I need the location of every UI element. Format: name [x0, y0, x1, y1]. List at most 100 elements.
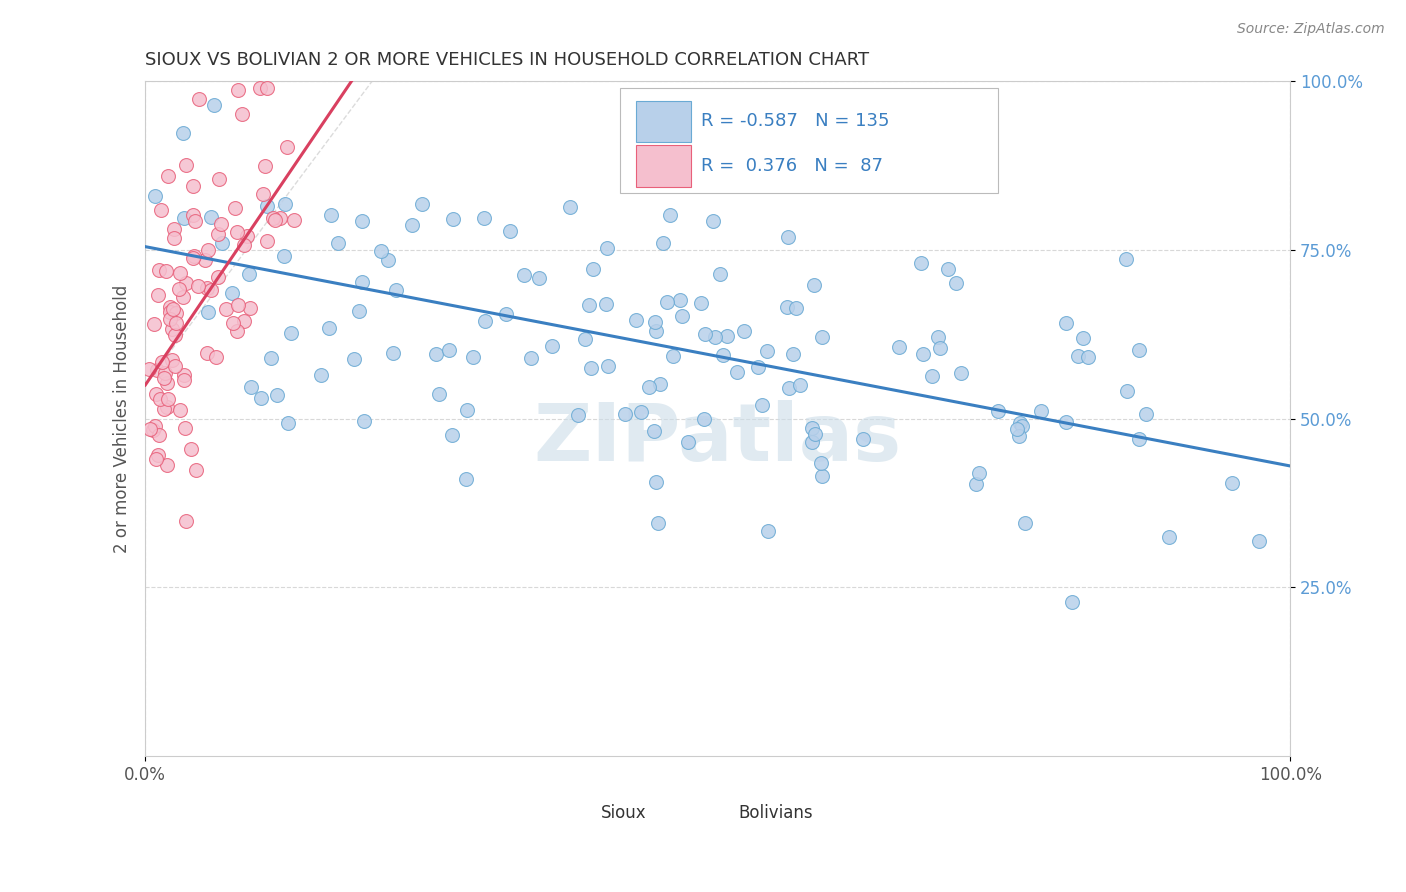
Point — [208, 172, 231, 186]
Point — [266, 387, 288, 401]
Point — [184, 462, 207, 476]
Point — [238, 267, 260, 281]
Point — [228, 298, 250, 312]
Point — [785, 301, 807, 315]
Point — [709, 268, 731, 282]
Point — [209, 217, 232, 231]
FancyBboxPatch shape — [703, 798, 735, 829]
Point — [949, 366, 972, 380]
FancyBboxPatch shape — [637, 145, 692, 186]
Point — [967, 466, 990, 480]
Point — [567, 409, 589, 423]
Point — [370, 244, 392, 258]
Point — [662, 349, 685, 363]
Point — [173, 368, 195, 382]
Point — [647, 516, 669, 531]
Point — [1222, 476, 1244, 491]
Point — [155, 264, 177, 278]
Point — [1011, 419, 1033, 434]
Point — [352, 213, 374, 227]
Point — [678, 435, 700, 450]
Point — [200, 283, 222, 297]
Point — [456, 403, 478, 417]
Point — [582, 262, 605, 277]
Point — [945, 276, 967, 290]
Point — [1054, 415, 1077, 429]
Point — [1008, 416, 1031, 430]
Point — [1007, 429, 1029, 443]
Point — [156, 400, 179, 414]
Point — [693, 411, 716, 425]
Text: R =  0.376   N =  87: R = 0.376 N = 87 — [700, 157, 883, 175]
Point — [174, 158, 197, 172]
Point — [160, 322, 183, 336]
Point — [595, 297, 617, 311]
Point — [283, 212, 305, 227]
Point — [138, 361, 160, 376]
Point — [169, 266, 191, 280]
Point — [256, 234, 278, 248]
Point — [226, 225, 249, 239]
Point — [671, 310, 693, 324]
FancyBboxPatch shape — [620, 88, 998, 193]
Point — [260, 351, 283, 365]
Point — [352, 275, 374, 289]
Point — [803, 278, 825, 293]
Point — [689, 295, 711, 310]
Point — [276, 140, 298, 154]
Point — [183, 249, 205, 263]
Point — [1031, 404, 1053, 418]
Point — [204, 350, 226, 364]
Point — [810, 456, 832, 470]
Point — [163, 359, 186, 373]
Point — [910, 256, 932, 270]
Point — [145, 452, 167, 467]
Point — [810, 469, 832, 483]
Text: SIOUX VS BOLIVIAN 2 OR MORE VEHICLES IN HOUSEHOLD CORRELATION CHART: SIOUX VS BOLIVIAN 2 OR MORE VEHICLES IN … — [145, 51, 869, 69]
Point — [596, 241, 619, 255]
Point — [1135, 407, 1157, 421]
Point — [643, 424, 665, 438]
Point — [256, 81, 278, 95]
Point — [162, 302, 184, 317]
Point — [702, 213, 724, 227]
Point — [159, 312, 181, 326]
FancyBboxPatch shape — [565, 798, 598, 829]
Point — [181, 208, 204, 222]
Point — [385, 283, 408, 297]
Point — [195, 345, 218, 359]
Point — [1077, 350, 1099, 364]
Point — [427, 387, 450, 401]
Point — [148, 262, 170, 277]
Point — [202, 98, 225, 112]
Point — [240, 380, 263, 394]
Point — [644, 315, 666, 329]
Point — [156, 169, 179, 183]
Point — [1005, 422, 1028, 436]
Point — [163, 231, 186, 245]
Point — [638, 379, 661, 393]
Point — [659, 208, 682, 222]
Point — [437, 343, 460, 357]
Point — [1128, 432, 1150, 446]
Point — [225, 324, 247, 338]
Point — [613, 407, 636, 421]
Point — [495, 307, 517, 321]
Text: Bolivians: Bolivians — [738, 805, 813, 822]
Point — [232, 314, 254, 328]
Point — [149, 202, 172, 217]
Point — [579, 360, 602, 375]
Point — [645, 475, 668, 489]
Point — [776, 300, 799, 314]
Point — [222, 317, 245, 331]
Point — [252, 187, 274, 202]
Point — [318, 321, 340, 335]
Point — [349, 304, 371, 318]
Point — [630, 405, 652, 419]
Point — [668, 293, 690, 307]
Point — [756, 524, 779, 539]
Point — [965, 476, 987, 491]
Point — [801, 421, 824, 435]
Point — [652, 235, 675, 250]
Point — [648, 377, 671, 392]
